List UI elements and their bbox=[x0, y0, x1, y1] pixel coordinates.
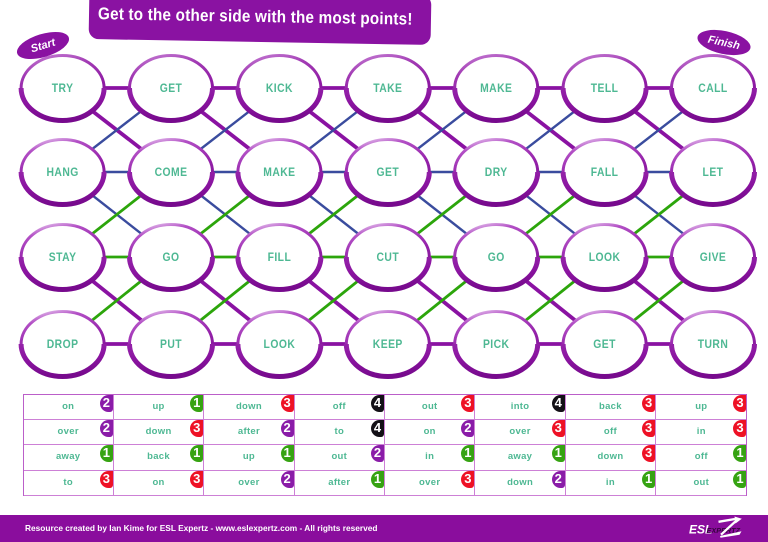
svg-text:TRY: TRY bbox=[52, 83, 74, 96]
svg-text:COME: COME bbox=[155, 167, 188, 180]
svg-text:MAKE: MAKE bbox=[263, 167, 295, 180]
svg-text:GIVE: GIVE bbox=[700, 252, 727, 265]
svg-text:KEEP: KEEP bbox=[373, 339, 403, 352]
svg-text:TURN: TURN bbox=[698, 339, 729, 352]
svg-text:EXPERTZ: EXPERTZ bbox=[707, 526, 741, 535]
svg-text:GET: GET bbox=[160, 83, 183, 96]
svg-text:ESL: ESL bbox=[689, 523, 712, 537]
svg-text:GO: GO bbox=[488, 252, 505, 265]
svg-text:FALL: FALL bbox=[591, 167, 619, 180]
svg-text:CUT: CUT bbox=[376, 252, 399, 265]
svg-text:GET: GET bbox=[593, 339, 616, 352]
svg-text:TELL: TELL bbox=[591, 83, 619, 96]
svg-text:LET: LET bbox=[703, 167, 724, 180]
svg-text:CALL: CALL bbox=[698, 83, 727, 96]
svg-text:LOOK: LOOK bbox=[589, 252, 621, 265]
svg-text:DRY: DRY bbox=[485, 167, 508, 180]
svg-text:TAKE: TAKE bbox=[373, 83, 402, 96]
svg-text:STAY: STAY bbox=[49, 252, 77, 265]
svg-text:MAKE: MAKE bbox=[480, 83, 512, 96]
svg-text:LOOK: LOOK bbox=[264, 339, 296, 352]
svg-text:GO: GO bbox=[163, 252, 180, 265]
svg-text:HANG: HANG bbox=[46, 167, 78, 180]
svg-text:PUT: PUT bbox=[160, 339, 182, 352]
svg-text:KICK: KICK bbox=[266, 83, 293, 96]
svg-text:DROP: DROP bbox=[47, 339, 79, 352]
svg-text:FILL: FILL bbox=[268, 252, 292, 265]
svg-text:GET: GET bbox=[376, 167, 399, 180]
svg-text:PICK: PICK bbox=[483, 339, 510, 352]
